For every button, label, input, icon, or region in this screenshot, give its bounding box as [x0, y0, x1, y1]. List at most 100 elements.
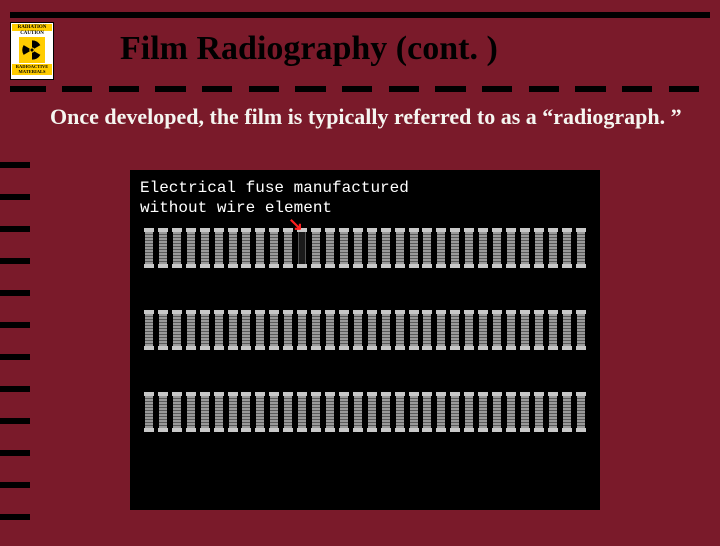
- rule-gap: [92, 86, 108, 92]
- fuse: [283, 392, 293, 432]
- side-dash: [0, 386, 30, 392]
- fuse: [381, 310, 391, 350]
- fuse: [506, 392, 516, 432]
- fuse: [325, 310, 335, 350]
- fuse: [311, 392, 321, 432]
- fuse: [228, 228, 238, 268]
- fuse: [297, 310, 307, 350]
- rule-gap: [652, 86, 668, 92]
- fuse: [158, 228, 168, 268]
- fuse: [158, 392, 168, 432]
- rule-gap: [466, 86, 482, 92]
- fuse: [214, 228, 224, 268]
- fuse: [228, 310, 238, 350]
- fuse: [339, 228, 349, 268]
- fuse: [520, 310, 530, 350]
- fuse: [534, 310, 544, 350]
- rule-gap: [279, 86, 295, 92]
- side-dash: [0, 354, 30, 360]
- fuse: [548, 310, 558, 350]
- fuse: [172, 392, 182, 432]
- fuse: [422, 392, 432, 432]
- fuse: [436, 228, 446, 268]
- badge-label-mid: CAUTION: [12, 31, 52, 36]
- fuse: [367, 392, 377, 432]
- fuse: [283, 310, 293, 350]
- fuse: [214, 392, 224, 432]
- rule-gap: [699, 86, 715, 92]
- fuse: [409, 228, 419, 268]
- trefoil-icon: [19, 37, 45, 63]
- fuse: [269, 392, 279, 432]
- side-dash: [0, 162, 30, 168]
- fuse: [562, 392, 572, 432]
- fuse: [450, 310, 460, 350]
- badge-label-bot: RADIOACTIVE MATERIALS: [12, 64, 52, 75]
- radiograph-caption: Electrical fuse manufactured without wir…: [140, 178, 590, 218]
- fuse: [450, 392, 460, 432]
- slide-body-text: Once developed, the film is typically re…: [50, 104, 690, 129]
- fuse: [200, 392, 210, 432]
- side-dash: [0, 514, 30, 520]
- fuse: [381, 228, 391, 268]
- fuse: [241, 392, 251, 432]
- fuse: [158, 310, 168, 350]
- fuse-row: [140, 310, 590, 350]
- fuse: [478, 392, 488, 432]
- fuse: [576, 392, 586, 432]
- fuse: [353, 392, 363, 432]
- fuse: [464, 228, 474, 268]
- fuse: [311, 228, 321, 268]
- rule-gap: [186, 86, 202, 92]
- fuse: [367, 228, 377, 268]
- side-dash: [0, 258, 30, 264]
- fuse: [492, 392, 502, 432]
- side-dash: [0, 482, 30, 488]
- rule-gap: [606, 86, 622, 92]
- fuse: [576, 228, 586, 268]
- fuse: [422, 310, 432, 350]
- fuse: [214, 310, 224, 350]
- fuse: [200, 228, 210, 268]
- fuse: [562, 310, 572, 350]
- fuse: [144, 310, 154, 350]
- fuse: [255, 310, 265, 350]
- fuse: [186, 228, 196, 268]
- fuse: [492, 310, 502, 350]
- fuse: [548, 228, 558, 268]
- fuse: [409, 310, 419, 350]
- side-dash: [0, 450, 30, 456]
- fuse: [409, 392, 419, 432]
- side-dash: [0, 418, 30, 424]
- fuse: [325, 228, 335, 268]
- fuse: [520, 228, 530, 268]
- fuse: [562, 228, 572, 268]
- side-dash: [0, 194, 30, 200]
- fuse: [478, 228, 488, 268]
- fuse: [506, 228, 516, 268]
- fuse: [200, 310, 210, 350]
- fuse: [381, 392, 391, 432]
- fuse: [269, 310, 279, 350]
- side-dash: [0, 322, 30, 328]
- rule-gap: [372, 86, 388, 92]
- rule-gap: [326, 86, 342, 92]
- fuse: [492, 228, 502, 268]
- fuse: [297, 392, 307, 432]
- fuse: [311, 310, 321, 350]
- fuse: [520, 392, 530, 432]
- fuse: [144, 392, 154, 432]
- fuse: [269, 228, 279, 268]
- badge-label-top: RADIATION: [12, 24, 52, 31]
- fuse: [395, 228, 405, 268]
- fuse: [228, 392, 238, 432]
- fuse: [353, 310, 363, 350]
- fuse: [172, 228, 182, 268]
- fuse: [186, 392, 196, 432]
- fuse: [422, 228, 432, 268]
- fuse: [144, 228, 154, 268]
- fuse: [450, 228, 460, 268]
- fuse: [478, 310, 488, 350]
- fuse-row: ↘: [140, 228, 590, 268]
- fuse: [534, 228, 544, 268]
